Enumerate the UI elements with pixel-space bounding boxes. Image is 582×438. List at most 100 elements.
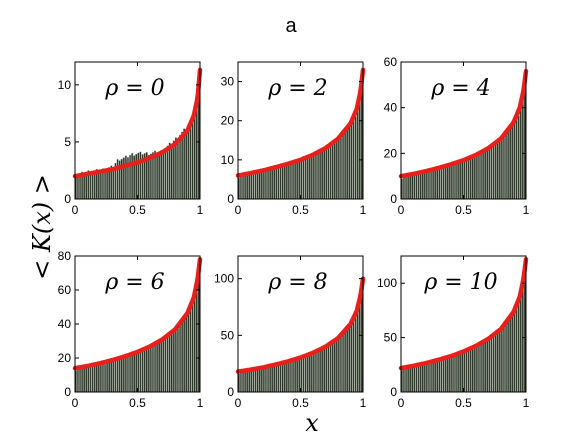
histogram-bar [104,170,107,200]
histogram-bar [151,344,155,393]
histogram-bar [469,157,472,200]
histogram-bar [442,357,445,393]
histogram-bar [405,175,408,200]
histogram-bar [183,316,186,393]
y-tick-label: 10 [221,153,235,167]
histogram-bar [271,364,274,393]
panel-title: ρ = 6 [104,270,164,295]
histogram-bar [302,355,305,393]
histogram-bar [405,366,408,393]
histogram-bar [149,346,152,393]
histogram-bar [191,304,194,393]
histogram-bar [515,305,518,393]
x-tick-label: 1 [523,203,530,217]
histogram-bar [97,171,100,200]
theory-curve [235,276,366,374]
histogram-bar [427,169,430,200]
histogram-bar [461,160,464,200]
histogram-bar [331,141,334,200]
histogram-bar [124,155,127,200]
histogram-bar [521,95,524,200]
histogram-bar [354,116,357,200]
y-tick-label: 60 [384,55,398,69]
histogram-bar [317,349,320,393]
y-tick-label: 30 [221,75,235,89]
histogram-bar [287,359,290,393]
histogram-bar [246,371,249,393]
histogram-bar [465,348,468,393]
histogram-bar [250,368,253,393]
histogram-bar [352,317,355,393]
x-tick-label: 0 [235,203,242,217]
histogram-bar [314,351,317,393]
histogram-bar [463,350,466,393]
histogram-bar [480,150,483,200]
histogram-bar [292,161,295,200]
histogram-bar [187,312,190,393]
histogram-bar [108,360,111,393]
histogram-bar [344,130,347,200]
histogram-bar [166,145,169,200]
histogram-bar [310,355,313,393]
x-tick-label: 1 [360,396,367,410]
histogram-bar [156,152,159,200]
histogram-bar [242,174,245,200]
histogram-bar [116,159,119,200]
y-tick-label: 0 [227,385,234,399]
histogram-bar [312,153,315,200]
histogram-bar [463,159,466,200]
histogram-bar [197,270,200,393]
histogram-bar [484,150,487,200]
histogram-bar [329,143,332,200]
y-tick-label: 100 [214,272,234,286]
y-tick-label: 100 [377,276,397,290]
histogram-bar [467,159,470,200]
histogram-bar [287,161,290,200]
histogram-bar [183,128,186,200]
histogram-bar [494,332,497,393]
histogram-bar [337,336,340,393]
histogram-bar [325,148,328,200]
histogram-bar [448,355,451,393]
y-tick-label: 80 [58,249,72,263]
x-tick-label: 0.5 [292,203,309,217]
histogram-bar [339,336,342,393]
histogram-bar [509,315,512,393]
x-tick-label: 0.5 [455,203,472,217]
histogram-bar [289,163,292,200]
histogram-bar [444,167,447,200]
x-tick-label: 0.5 [455,396,472,410]
histogram-bar [331,340,334,393]
histogram-bar [348,327,351,393]
histogram-bar [289,361,292,393]
histogram-bar [409,367,412,393]
histogram-bar [158,151,161,200]
histogram-bar [300,356,303,393]
histogram-bar [507,319,510,393]
histogram-bar [488,339,491,393]
theory-curve [398,257,529,371]
histogram-bar [158,341,161,393]
y-tick-label: 50 [384,331,398,345]
x-tick-label: 1 [197,203,204,217]
histogram-bar [294,358,297,393]
histogram-bar [455,162,458,200]
histogram-bar [106,362,109,393]
histogram-bar [430,171,433,200]
histogram-bar [358,94,361,200]
histogram-bar [321,348,324,393]
histogram-bar [513,121,516,200]
histogram-bar [423,364,426,393]
x-tick-label: 0 [235,396,242,410]
histogram-bar [455,354,458,393]
histogram-bar [459,162,462,200]
y-tick-label: 0 [64,385,71,399]
histogram-bar [81,365,84,393]
histogram-bar [162,151,165,200]
histogram-bar [413,364,416,393]
y-tick-label: 5 [64,135,71,149]
histogram-bar [515,116,518,200]
histogram-bar [99,170,102,200]
histogram-bar [482,343,485,393]
histogram-bar [143,348,146,393]
